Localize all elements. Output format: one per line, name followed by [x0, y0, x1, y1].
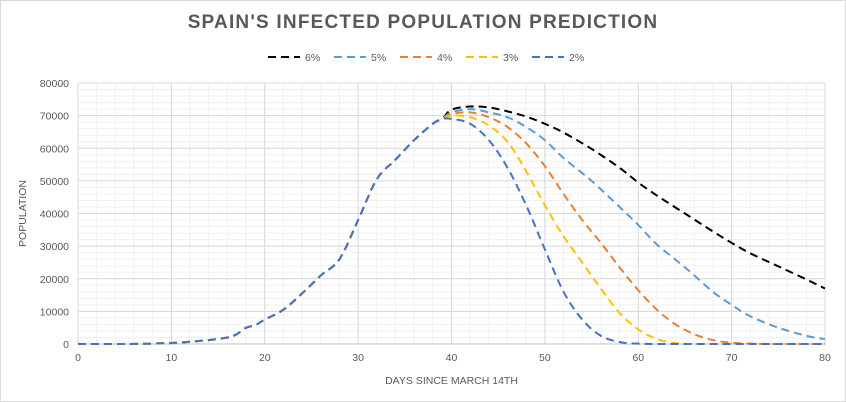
legend-label-3-percent: 3% [503, 52, 518, 64]
grid-layer [77, 82, 826, 345]
series-layer [78, 105, 826, 346]
x-tick-label: 70 [726, 352, 738, 364]
x-tick-label: 50 [539, 352, 551, 364]
y-axis-label: POPULATION [17, 180, 29, 247]
y-tick-label: 80000 [40, 78, 69, 90]
y-tick-label: 60000 [40, 143, 69, 155]
x-tick-label: 10 [166, 352, 178, 364]
legend-label-4-percent: 4% [437, 52, 452, 64]
legend: 6% 5% 4% 3% 2% [268, 52, 584, 64]
y-tick-label: 50000 [40, 176, 69, 188]
x-tick-label: 20 [259, 352, 271, 364]
legend-label-5-percent: 5% [371, 52, 386, 64]
legend-label-2-percent: 2% [569, 52, 584, 64]
y-tick-label: 10000 [40, 306, 69, 318]
legend-label-6-percent: 6% [305, 52, 320, 64]
x-tick-label: 60 [632, 352, 644, 364]
y-tick-labels: 0 10000 20000 30000 40000 50000 60000 70000 8000… [40, 78, 69, 351]
x-tick-label: 80 [819, 352, 831, 364]
x-axis-label: DAYS SINCE MARCH 14TH [385, 375, 518, 387]
x-tick-label: 40 [446, 352, 458, 364]
x-tick-label: 0 [75, 352, 81, 364]
y-tick-label: 30000 [40, 241, 69, 253]
x-tick-label: 30 [352, 352, 364, 364]
series-line-2-percent [78, 117, 825, 346]
chart-title: SPAIN'S INFECTED POPULATION PREDICTION [187, 12, 659, 33]
y-tick-label: 20000 [40, 274, 69, 286]
x-tick-labels: 0 10 20 30 40 50 60 70 80 [75, 352, 831, 364]
y-tick-label: 40000 [40, 209, 69, 221]
y-tick-label: 70000 [40, 111, 69, 123]
y-tick-label: 0 [63, 339, 69, 351]
